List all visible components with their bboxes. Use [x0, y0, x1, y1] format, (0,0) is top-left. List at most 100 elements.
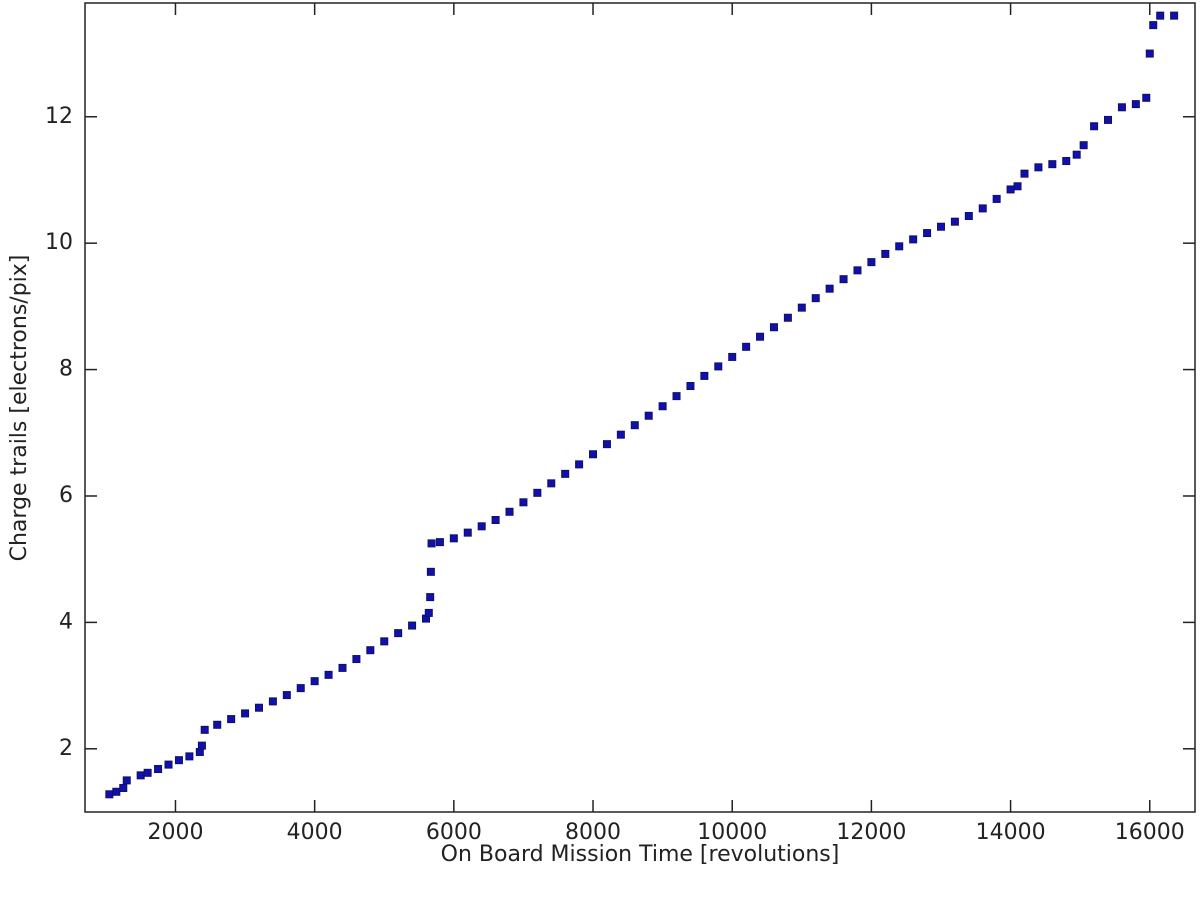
point	[797, 303, 806, 312]
point	[561, 469, 570, 478]
y-tick-label: 10	[45, 230, 73, 255]
point	[992, 194, 1001, 203]
point	[881, 249, 890, 258]
point	[408, 621, 417, 630]
point	[1062, 157, 1071, 166]
point	[463, 528, 472, 537]
y-tick-label: 6	[59, 483, 73, 508]
x-tick-label: 8000	[565, 820, 621, 845]
point	[213, 720, 222, 729]
point	[338, 663, 347, 672]
point	[426, 593, 435, 602]
point	[185, 752, 194, 761]
point	[164, 760, 173, 769]
point	[112, 787, 121, 796]
point	[154, 765, 163, 774]
point	[1104, 115, 1113, 124]
point	[547, 479, 556, 488]
point	[1072, 150, 1081, 159]
point	[435, 538, 444, 547]
point	[909, 235, 918, 244]
point	[200, 725, 209, 734]
point	[1020, 169, 1029, 178]
point	[644, 411, 653, 420]
point	[978, 204, 987, 213]
y-tick-label: 2	[59, 736, 73, 761]
point	[282, 691, 291, 700]
point	[616, 430, 625, 439]
plot-frame	[84, 2, 1196, 813]
point	[519, 498, 528, 507]
point	[122, 776, 131, 785]
y-tick-label: 8	[59, 357, 73, 382]
x-tick-label: 14000	[976, 820, 1046, 845]
point	[1034, 163, 1043, 172]
point	[143, 768, 152, 777]
point	[895, 242, 904, 251]
point	[672, 392, 681, 401]
point	[1117, 103, 1126, 112]
point	[352, 655, 361, 664]
point	[477, 522, 486, 531]
point	[227, 715, 236, 724]
point	[1170, 11, 1179, 20]
point	[449, 534, 458, 543]
point	[1156, 11, 1165, 20]
point	[630, 421, 639, 430]
x-tick-label: 4000	[287, 820, 343, 845]
point	[602, 440, 611, 449]
y-axis-label: Charge trails [electrons/pix]	[7, 255, 32, 562]
point	[811, 294, 820, 303]
point	[380, 637, 389, 646]
y-tick-label: 4	[59, 609, 73, 634]
point	[1142, 93, 1151, 102]
point	[174, 756, 183, 765]
x-tick-label: 16000	[1115, 820, 1185, 845]
point	[324, 670, 333, 679]
point	[728, 352, 737, 361]
point	[505, 507, 514, 516]
point	[427, 539, 436, 548]
point	[964, 211, 973, 220]
point	[839, 275, 848, 284]
x-axis-label: On Board Mission Time [revolutions]	[441, 842, 840, 867]
point	[197, 741, 206, 750]
point	[241, 709, 250, 718]
point	[686, 382, 695, 391]
x-tick-label: 12000	[836, 820, 906, 845]
point	[700, 371, 709, 380]
point	[714, 362, 723, 371]
point	[296, 684, 305, 693]
point	[1006, 185, 1015, 194]
point	[1079, 141, 1088, 150]
point	[936, 222, 945, 231]
point	[575, 460, 584, 469]
point	[769, 323, 778, 332]
x-tick-label: 2000	[147, 820, 203, 845]
point	[1090, 122, 1099, 131]
point	[1013, 182, 1022, 191]
y-tick-label: 12	[45, 104, 73, 129]
point	[1149, 21, 1158, 30]
point	[394, 629, 403, 638]
point	[742, 342, 751, 351]
point	[268, 697, 277, 706]
x-tick-label: 6000	[426, 820, 482, 845]
point	[1131, 100, 1140, 109]
point	[783, 313, 792, 322]
point	[825, 284, 834, 293]
point	[950, 217, 959, 226]
point	[658, 402, 667, 411]
point	[310, 677, 319, 686]
point	[923, 229, 932, 238]
point	[424, 608, 433, 617]
point	[254, 703, 263, 712]
point	[426, 567, 435, 576]
point	[1145, 49, 1154, 58]
point	[105, 790, 114, 799]
point	[1048, 160, 1057, 169]
point	[533, 488, 542, 497]
point	[491, 516, 500, 525]
